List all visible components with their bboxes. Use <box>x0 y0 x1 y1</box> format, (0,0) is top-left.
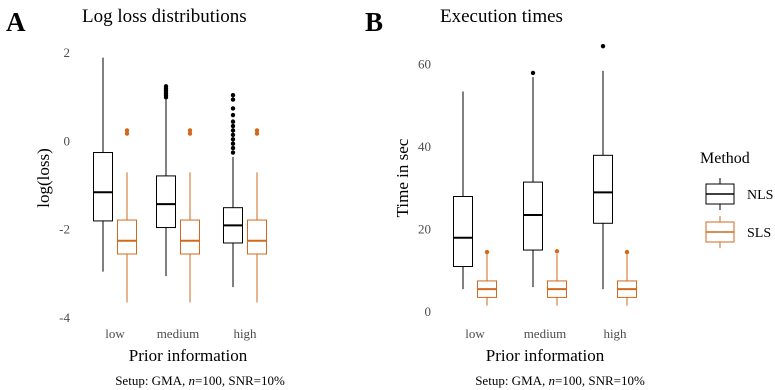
box-sls-low <box>477 249 497 306</box>
panel-a-caption-prefix: Setup: GMA, <box>115 373 188 388</box>
outlier-point <box>187 131 193 136</box>
legend-label-nls: NLS <box>747 188 773 203</box>
panel-a-title: Log loss distributions <box>82 6 247 27</box>
outlier-point <box>624 249 630 255</box>
panel-a-caption: Setup: GMA, n=100, SNR=10% <box>115 373 285 388</box>
outlier-point <box>163 84 169 89</box>
panel-a-caption-italic: n <box>189 373 196 388</box>
outlier-point <box>230 112 236 118</box>
panel-a-xlabel: Prior information <box>129 346 248 365</box>
outlier-point <box>124 128 130 133</box>
outlier-point <box>124 131 130 136</box>
outlier-point <box>230 97 236 102</box>
box-iqr <box>156 175 176 229</box>
panel-b-xtick-label: medium <box>524 326 567 341</box>
outlier-point <box>230 106 236 111</box>
panel-a-letter: A <box>6 7 26 37</box>
box-iqr <box>180 219 200 255</box>
panel-b-caption-suffix: =100, SNR=10% <box>555 373 645 388</box>
box-nls-medium <box>156 84 176 277</box>
panel-a-plot-area: -4 -2 0 2 low medium high <box>59 45 267 341</box>
panel-b-xlabel: Prior information <box>486 346 605 365</box>
panel-a: A Log loss distributions log(loss) Prior… <box>6 6 285 388</box>
outlier-point <box>230 132 236 138</box>
box-iqr <box>117 219 137 255</box>
panel-b-caption-prefix: Setup: GMA, <box>475 373 548 388</box>
box-nls-high <box>223 92 243 288</box>
box-sls-high <box>617 249 637 306</box>
legend-label-sls: SLS <box>747 226 771 241</box>
outlier-point <box>230 119 236 124</box>
outlier-point <box>530 70 536 76</box>
panel-b-ytick-label: 60 <box>418 57 431 72</box>
panel-b-ytick-label: 20 <box>418 221 431 236</box>
box-sls-medium <box>180 128 200 303</box>
box-nls-medium <box>523 70 543 288</box>
panel-a-xtick-label: medium <box>157 326 200 341</box>
panel-a-xtick-label: high <box>233 326 257 341</box>
legend-entry-sls: SLS <box>705 216 771 248</box>
outlier-point <box>230 141 236 146</box>
legend-title: Method <box>700 150 750 167</box>
outlier-point <box>230 92 236 98</box>
box-iqr <box>247 219 267 255</box>
box-nls-low <box>453 91 473 290</box>
outlier-point <box>600 43 606 49</box>
outlier-point <box>230 137 236 142</box>
outlier-point <box>254 128 260 133</box>
box-sls-medium <box>547 249 567 306</box>
panel-b-ylabel: Time in sec <box>393 138 412 217</box>
outlier-point <box>484 249 490 255</box>
outlier-point <box>230 145 236 151</box>
box-iqr <box>593 154 613 224</box>
outlier-point <box>230 123 236 129</box>
outlier-point <box>254 131 260 136</box>
legend-entries: NLS SLS <box>705 178 773 248</box>
panel-b-plot-area: 0 20 40 60 low medium high <box>418 43 637 341</box>
panel-b-ytick-label: 40 <box>418 139 431 154</box>
box-iqr <box>93 152 113 222</box>
panel-a-ytick-label: -4 <box>59 310 70 325</box>
panel-b-ytick-label: 0 <box>425 304 432 319</box>
outlier-point <box>554 249 560 254</box>
box-iqr <box>453 196 473 268</box>
legend: Method NLS SLS <box>700 150 773 248</box>
panel-a-caption-suffix: =100, SNR=10% <box>195 373 285 388</box>
panel-b-caption-italic: n <box>549 373 556 388</box>
box-sls-low <box>117 128 137 303</box>
outlier-point <box>230 150 236 155</box>
legend-entry-nls: NLS <box>705 178 773 210</box>
panel-b-caption: Setup: GMA, n=100, SNR=10% <box>475 373 645 388</box>
panel-a-ytick-label: -2 <box>59 222 70 237</box>
panel-a-ytick-label: 0 <box>64 133 71 148</box>
panel-a-xtick-label: low <box>105 326 125 341</box>
panel-b: B Execution times Time in sec Prior info… <box>365 6 645 388</box>
outlier-point <box>230 128 236 133</box>
panel-a-ytick-label: 2 <box>64 45 71 60</box>
panel-b-xtick-label: low <box>465 326 485 341</box>
panel-b-letter: B <box>365 7 383 37</box>
panel-a-ylabel: log(loss) <box>34 148 53 208</box>
outlier-point <box>187 128 193 133</box>
panel-b-xtick-label: high <box>603 326 627 341</box>
panel-b-title: Execution times <box>440 6 563 27</box>
box-iqr <box>523 181 543 251</box>
box-sls-high <box>247 128 267 303</box>
box-nls-low <box>93 57 113 272</box>
box-nls-high <box>593 43 613 290</box>
